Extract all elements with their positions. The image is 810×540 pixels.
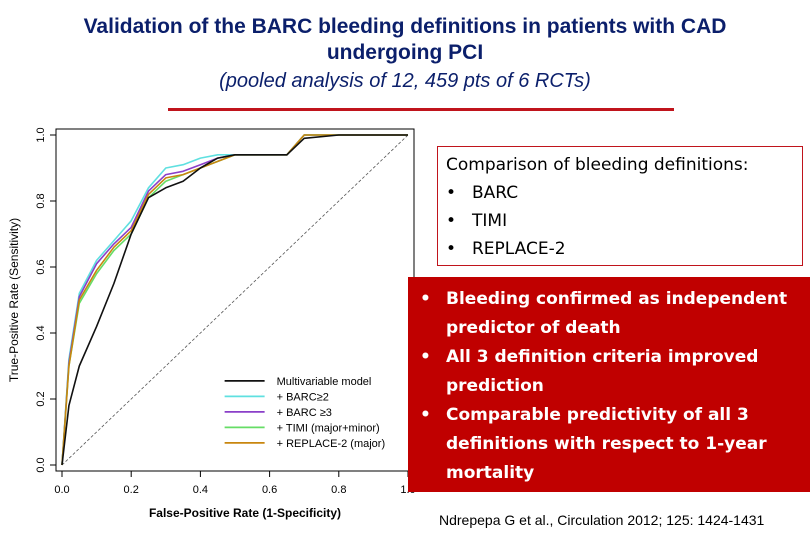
citation: Ndrepepa G et al., Circulation 2012; 125… — [439, 512, 765, 528]
legend-label: + BARC ≥3 — [277, 407, 332, 419]
x-tick-label: 0.8 — [331, 484, 346, 496]
x-tick-label: 0.0 — [54, 484, 69, 496]
legend-label: Multivariable model — [277, 376, 372, 388]
finding-item: • All 3 definition criteria improved pred… — [420, 343, 802, 401]
y-tick-label: 0.2 — [35, 391, 47, 406]
bullet-icon: • — [420, 289, 431, 309]
y-axis-label: True-Positive Rate (Sensitivity) — [7, 218, 21, 382]
bullet-icon: • — [446, 183, 457, 203]
title-line-1: Validation of the BARC bleeding definiti… — [83, 15, 727, 38]
slide-subtitle: (pooled analysis of 12, 459 pts of 6 RCT… — [219, 70, 591, 92]
definitions-heading: Comparison of bleeding definitions: — [446, 155, 749, 175]
y-tick-label: 1.0 — [35, 127, 47, 142]
finding-item: • Comparable predictivity of all 3 defini… — [420, 401, 802, 488]
definition-label: REPLACE-2 — [472, 239, 566, 259]
reference-diagonal — [61, 134, 409, 466]
bullet-icon: • — [420, 405, 431, 425]
definitions-list: • BARC • TIMI • REPLACE-2 — [446, 179, 802, 263]
x-tick-label: 0.6 — [262, 484, 277, 496]
x-tick-label: 0.2 — [124, 484, 139, 496]
bullet-icon: • — [420, 347, 431, 367]
x-axis-label: False-Positive Rate (1-Specificity) — [149, 506, 341, 520]
y-tick-label: 0.8 — [35, 193, 47, 208]
bullet-icon: • — [446, 211, 457, 231]
findings-box: • Bleeding confirmed as independent predi… — [408, 277, 810, 492]
definition-item: • BARC — [446, 179, 802, 207]
y-tick-label: 0.4 — [35, 325, 47, 340]
finding-item: • Bleeding confirmed as independent predi… — [420, 285, 802, 343]
roc-chart: 0.00.20.40.60.81.00.00.20.40.60.81.0Fals… — [7, 127, 416, 520]
definition-label: BARC — [472, 183, 519, 203]
finding-text: Comparable predictivity of all 3 definit… — [446, 405, 767, 483]
findings-list: • Bleeding confirmed as independent predi… — [420, 285, 802, 488]
y-tick-label: 0.0 — [35, 457, 47, 472]
bullet-icon: • — [446, 239, 457, 259]
legend-label: + BARC≥2 — [277, 391, 329, 403]
roc-series-line — [61, 134, 408, 466]
title-divider — [168, 108, 674, 111]
definition-item: • TIMI — [446, 207, 802, 235]
y-tick-label: 0.6 — [35, 259, 47, 274]
definitions-box: Comparison of bleeding definitions: • BAR… — [437, 146, 803, 266]
definition-item: • REPLACE-2 — [446, 235, 802, 263]
finding-text: Bleeding confirmed as independent predic… — [446, 289, 788, 338]
title-line-2: undergoing PCI — [326, 41, 484, 64]
finding-text: All 3 definition criteria improved predi… — [446, 347, 759, 396]
x-tick-label: 0.4 — [193, 484, 208, 496]
legend-label: + TIMI (major+minor) — [277, 422, 380, 434]
definition-label: TIMI — [472, 211, 508, 231]
legend-label: + REPLACE-2 (major) — [277, 438, 386, 450]
slide-title: Validation of the BARC bleeding definiti… — [0, 14, 810, 66]
